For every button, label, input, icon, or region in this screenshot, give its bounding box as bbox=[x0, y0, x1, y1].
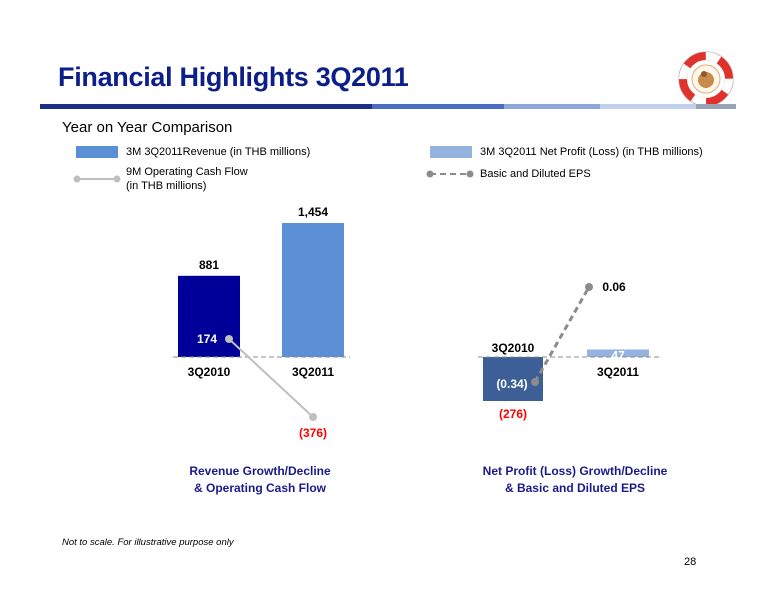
right-chart-caption-line2: & Basic and Diluted EPS bbox=[504, 481, 646, 495]
section-subtitle: Year on Year Comparison bbox=[62, 119, 233, 136]
eps-point-3Q2010 bbox=[531, 378, 539, 386]
header-stripe-5 bbox=[696, 104, 736, 109]
net-profit-bar-3Q2011 bbox=[587, 349, 649, 357]
page-number: 28 bbox=[684, 556, 697, 568]
net-profit-value-label-3Q2011: 47 bbox=[611, 349, 625, 363]
footnote: Not to scale. For illustrative purpose o… bbox=[62, 537, 234, 548]
legend-eps-label: Basic and Diluted EPS bbox=[480, 168, 591, 180]
header-stripe-4 bbox=[600, 104, 696, 109]
legend-cashflow-line2: (in THB millions) bbox=[126, 180, 207, 192]
revenue-value-label-3Q2011: 1,454 bbox=[298, 205, 328, 219]
cashflow-value-label-3Q2011: (376) bbox=[299, 426, 327, 440]
eps-value-label-3Q2010: (0.34) bbox=[496, 377, 527, 391]
company-logo bbox=[678, 51, 734, 107]
legend-revenue-swatch bbox=[76, 146, 118, 158]
revenue-bar-3Q2011 bbox=[282, 223, 344, 357]
revenue-value-label-3Q2010: 881 bbox=[199, 258, 219, 272]
header-stripe-1 bbox=[40, 104, 372, 109]
legend-net-profit-swatch bbox=[430, 146, 472, 158]
legend-eps-marker bbox=[426, 170, 474, 178]
right-chart-caption-line1: Net Profit (Loss) Growth/Decline bbox=[482, 464, 668, 478]
left-category-label-3Q2011: 3Q2011 bbox=[292, 365, 334, 379]
cashflow-value-label-3Q2010: 174 bbox=[197, 332, 217, 346]
left-chart-caption-line1: Revenue Growth/Decline bbox=[189, 464, 331, 478]
legend-cashflow-label: 9M Operating Cash Flow (in THB millions) bbox=[126, 165, 248, 193]
legend-cashflow-marker bbox=[73, 175, 121, 183]
legend-net-profit-label: 3M 3Q2011 Net Profit (Loss) (in THB mill… bbox=[480, 146, 703, 158]
eps-line bbox=[533, 286, 591, 383]
left-chart-caption: Revenue Growth/Decline & Operating Cash … bbox=[160, 463, 360, 497]
eps-value-label-3Q2011: 0.06 bbox=[602, 280, 626, 294]
left-chart-caption-line2: & Operating Cash Flow bbox=[193, 481, 326, 495]
header-stripe-2 bbox=[372, 104, 504, 109]
eps-point-3Q2011 bbox=[585, 283, 593, 291]
legend-revenue-label: 3M 3Q2011Revenue (in THB millions) bbox=[126, 146, 311, 158]
right-category-label-3Q2011: 3Q2011 bbox=[597, 365, 639, 379]
cashflow-point-3Q2011 bbox=[309, 413, 317, 421]
page-title: Financial Highlights 3Q2011 bbox=[58, 62, 409, 92]
revenue-bar-3Q2010 bbox=[178, 275, 240, 357]
cashflow-point-3Q2010 bbox=[225, 335, 233, 343]
right-category-label-3Q2010: 3Q2010 bbox=[492, 341, 535, 355]
header-stripe-3 bbox=[504, 104, 600, 109]
net-profit-value-label-3Q2010: (276) bbox=[499, 407, 527, 421]
left-category-label-3Q2010: 3Q2010 bbox=[188, 365, 231, 379]
right-chart-caption: Net Profit (Loss) Growth/Decline & Basic… bbox=[465, 463, 685, 497]
cashflow-line bbox=[228, 338, 314, 418]
legend-cashflow-line1: 9M Operating Cash Flow bbox=[126, 166, 248, 178]
